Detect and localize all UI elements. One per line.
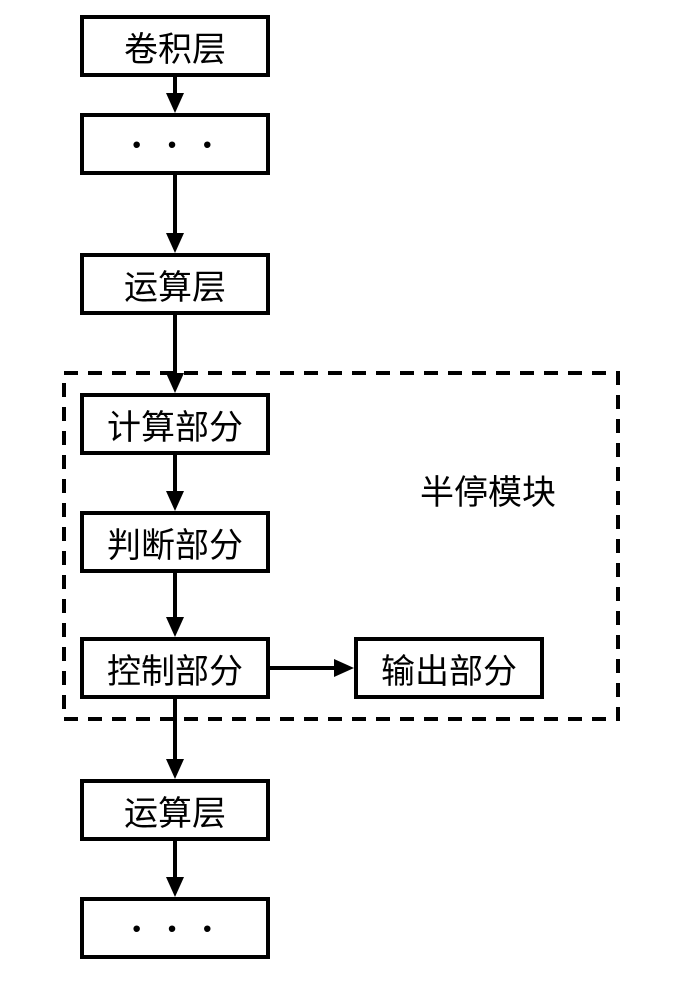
diagram-canvas: { "layout": { "width": 681, "height": 10… [0,0,681,1000]
edges-layer [0,0,681,1000]
